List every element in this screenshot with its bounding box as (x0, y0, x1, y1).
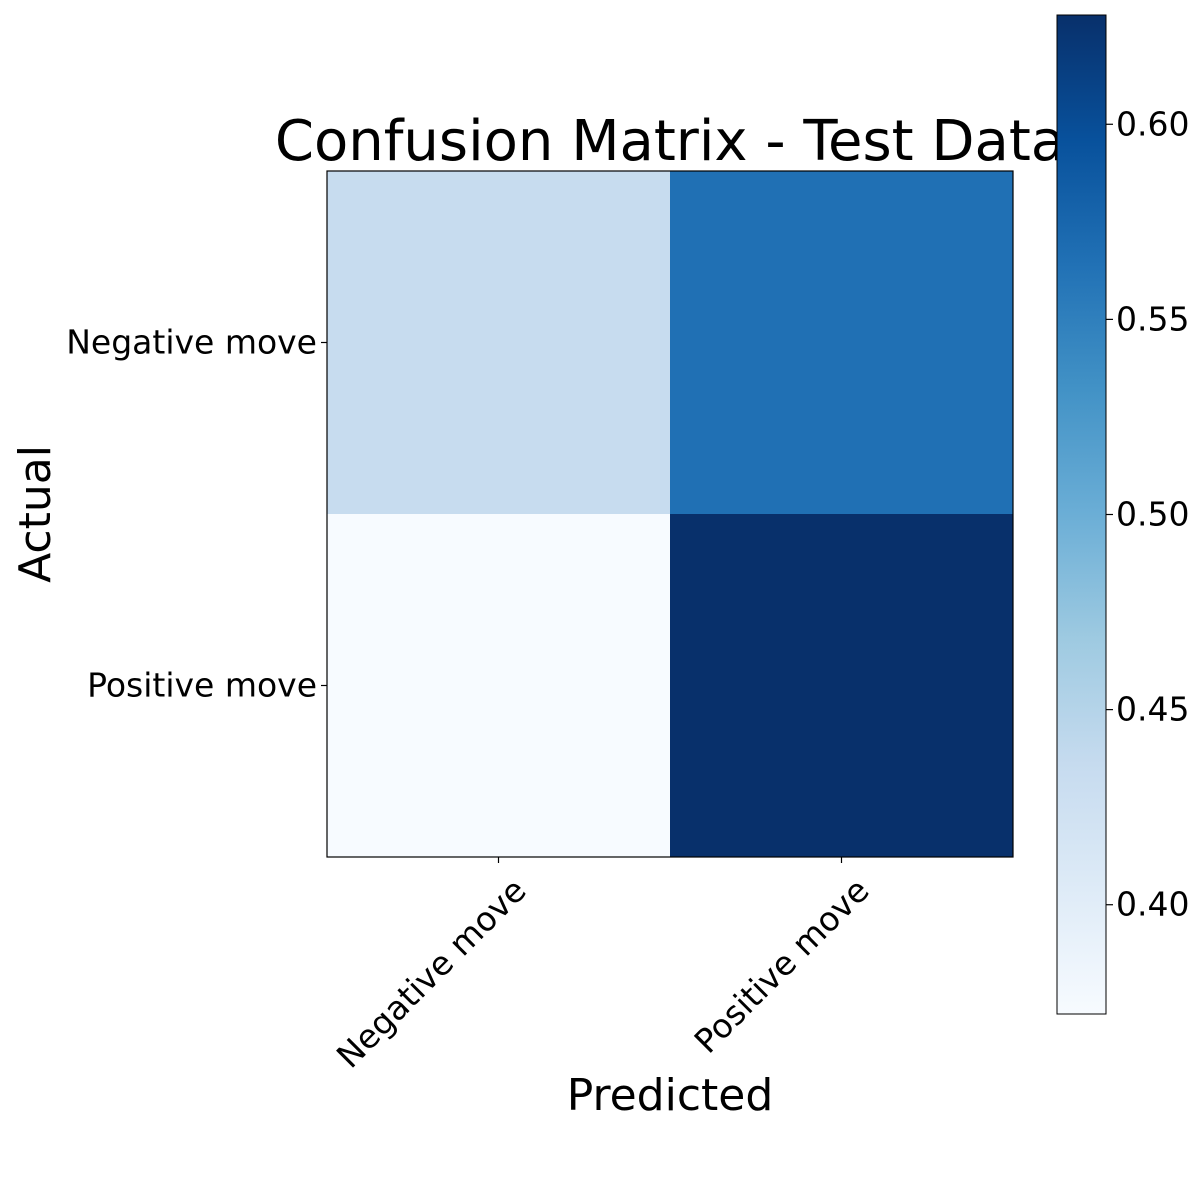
y-tick-label: Negative move (66, 323, 317, 362)
heatmap-cell (670, 171, 1013, 514)
heatmap-cell (327, 514, 670, 857)
heatmap-cell (327, 171, 670, 514)
colorbar (1056, 14, 1107, 1015)
x-axis: Negative move Positive move (329, 857, 877, 1076)
y-axis-label: Actual (10, 445, 61, 583)
colorbar-tick-label: 0.60 (1116, 104, 1189, 143)
y-axis: Negative move Positive move (66, 323, 327, 705)
x-axis-label: Predicted (567, 1070, 774, 1121)
colorbar-axis: 0.40 0.45 0.50 0.55 0.60 (1106, 104, 1189, 924)
heatmap-cells (327, 171, 1013, 857)
colorbar-tick-label: 0.55 (1116, 299, 1189, 338)
x-tick-label: Positive move (687, 871, 877, 1061)
colorbar-tick-label: 0.45 (1116, 690, 1189, 729)
x-tick-label: Negative move (329, 871, 534, 1076)
colorbar-tick-label: 0.50 (1116, 495, 1189, 534)
chart-title: Confusion Matrix - Test Data (275, 109, 1065, 174)
y-tick-label: Positive move (87, 666, 317, 705)
plot-frame (326, 170, 1014, 858)
heatmap-cell (670, 514, 1013, 857)
colorbar-tick-label: 0.40 (1116, 885, 1189, 924)
